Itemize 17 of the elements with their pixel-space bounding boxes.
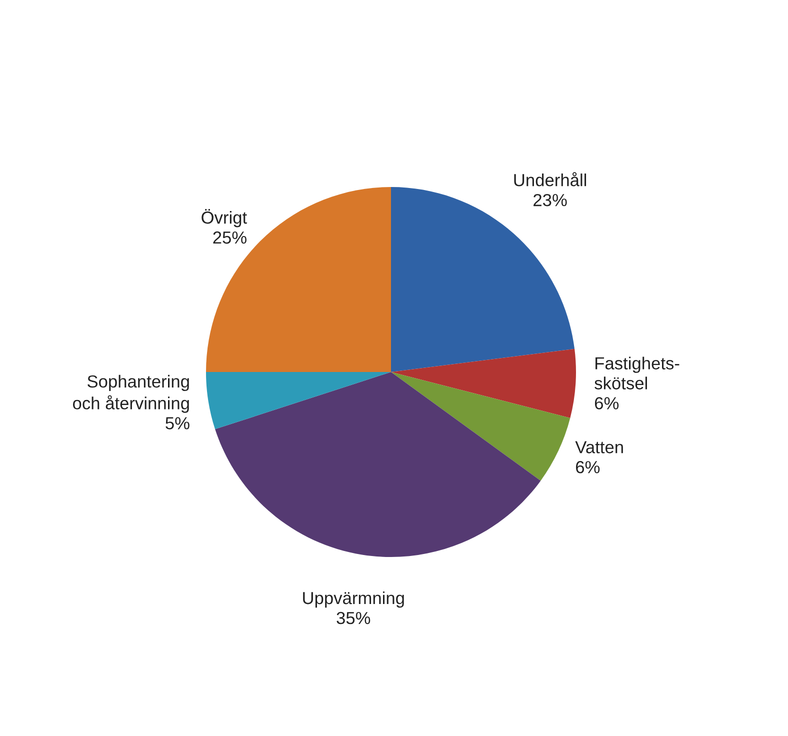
data-label: 6% <box>594 397 619 410</box>
slice-label: Vatten <box>575 441 623 454</box>
pie-slice <box>391 372 570 481</box>
slice-label: Sophantering och återvinning <box>72 374 189 413</box>
data-label: 35% <box>336 612 370 624</box>
data-label: 6% <box>576 460 600 474</box>
pie-slice <box>206 372 391 430</box>
slice-label: Uppvärmning <box>303 591 404 608</box>
slice-label: Underhåll <box>514 172 586 186</box>
data-label: 25% <box>213 231 246 244</box>
pie-slice <box>391 187 575 372</box>
slice-label: Fastighets- skötsel <box>594 356 680 390</box>
pie-slice <box>391 348 576 418</box>
pie-slice <box>215 372 541 557</box>
data-label: 5% <box>166 417 190 430</box>
data-label: 23% <box>534 194 567 206</box>
slice-label: Övrigt <box>202 209 247 228</box>
